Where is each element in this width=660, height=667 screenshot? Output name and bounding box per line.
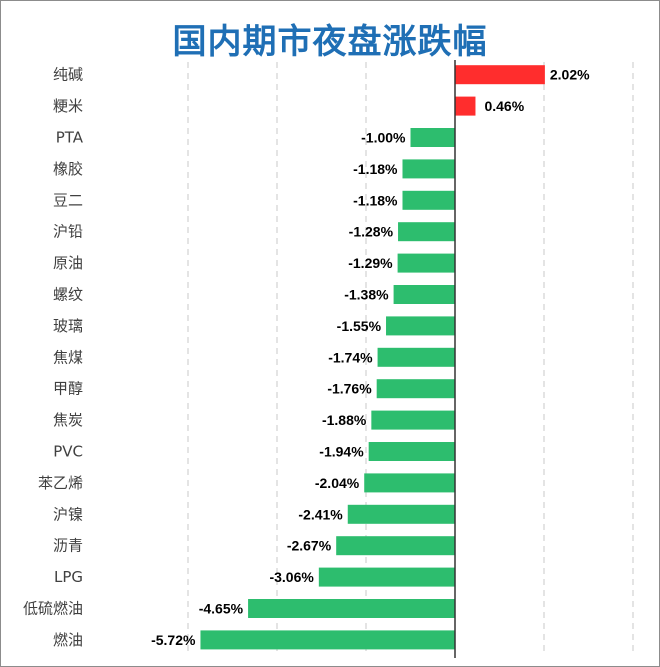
- data-label: -1.29%: [348, 255, 393, 271]
- category-label: 橡胶: [53, 160, 83, 178]
- category-label: 燃油: [53, 631, 83, 649]
- chart-title: 国内期市夜盘涨跌幅: [172, 22, 488, 62]
- category-label: 苯乙烯: [38, 474, 83, 492]
- data-label: -2.67%: [287, 538, 332, 554]
- data-label: 0.46%: [484, 98, 524, 114]
- bar: [371, 410, 455, 430]
- category-label: 焦煤: [53, 348, 83, 366]
- category-label: 豆二: [53, 191, 83, 209]
- bar: [455, 96, 476, 116]
- data-label: -3.06%: [269, 569, 314, 585]
- bar: [398, 222, 455, 242]
- category-label: 玻璃: [53, 317, 83, 335]
- data-label: -1.18%: [353, 192, 398, 208]
- data-label: -1.18%: [353, 161, 398, 177]
- bar: [393, 285, 455, 304]
- category-label: 低硫燃油: [23, 600, 83, 618]
- bar: [402, 159, 455, 179]
- bar: [377, 347, 455, 367]
- category-label: 纯碱: [53, 66, 83, 84]
- category-label: 沪镍: [53, 505, 83, 523]
- data-label: -1.00%: [361, 130, 406, 146]
- category-label: PTA: [56, 129, 84, 147]
- bar: [386, 316, 455, 336]
- data-label: -2.41%: [298, 506, 343, 522]
- bar: [455, 65, 545, 85]
- bar: [368, 442, 455, 461]
- data-label: -1.38%: [344, 287, 389, 303]
- category-label: 粳米: [53, 97, 83, 115]
- bar: [248, 599, 455, 618]
- category-label: 原油: [53, 254, 83, 272]
- category-label: 沪铅: [53, 223, 83, 241]
- category-label: 甲醇: [53, 380, 83, 398]
- data-label: 2.02%: [550, 67, 590, 83]
- data-label: -1.74%: [328, 349, 373, 365]
- category-label: 沥青: [53, 537, 83, 555]
- category-label: 螺纹: [53, 286, 83, 304]
- bar: [364, 473, 455, 493]
- bar: [318, 567, 455, 587]
- bar: [376, 379, 455, 399]
- data-label: -1.88%: [322, 412, 367, 428]
- data-label: -1.28%: [349, 224, 394, 240]
- data-label: -1.94%: [319, 444, 364, 460]
- data-label: -4.65%: [199, 601, 244, 617]
- bar: [410, 128, 455, 147]
- bar: [397, 253, 455, 273]
- data-label: -1.76%: [327, 381, 372, 397]
- data-label: -5.72%: [151, 632, 196, 648]
- category-label: 焦炭: [53, 411, 83, 429]
- bar: [336, 536, 455, 556]
- bar: [200, 630, 455, 650]
- bar: [402, 190, 455, 210]
- bar: [347, 504, 455, 524]
- category-label: LPG: [54, 568, 83, 586]
- data-label: -1.55%: [337, 318, 382, 334]
- data-label: -2.04%: [315, 475, 360, 491]
- category-label: PVC: [53, 443, 83, 461]
